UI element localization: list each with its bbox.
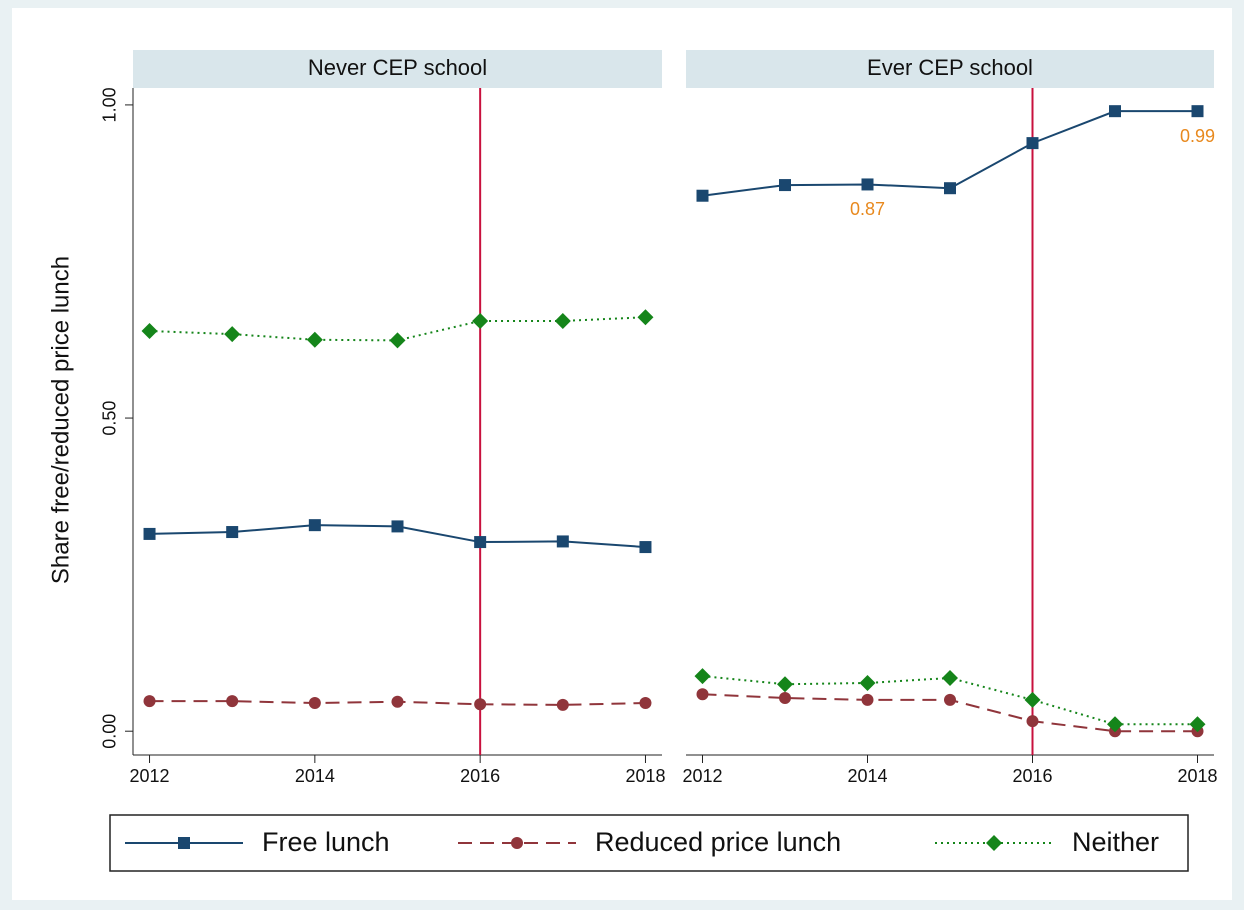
legend-label: Reduced price lunch [595,827,841,857]
marker [308,697,321,710]
x-tick-label: 2012 [682,766,722,786]
legend-label: Neither [1072,827,1159,857]
y-tick-label: 1.00 [100,87,120,122]
marker [1026,137,1039,150]
marker [861,178,874,191]
marker [391,520,404,533]
marker [859,674,876,691]
panel-header [133,50,662,88]
marker [1024,691,1041,708]
marker [942,669,958,686]
x-tick-label: 2018 [625,766,665,786]
y-axis-label: Share free/reduced price lunch [47,256,74,584]
marker [308,519,321,532]
legend-marker [178,837,190,849]
marker [556,698,569,711]
marker [1107,716,1123,733]
data-label: 0.99 [1180,126,1215,146]
marker [639,697,652,710]
panel-header [686,50,1214,88]
marker [143,527,156,540]
legend-label: Free lunch [262,827,390,857]
marker [779,179,791,192]
marker [696,189,709,202]
x-tick-label: 2016 [1012,766,1052,786]
marker [861,693,874,706]
panel-title: Ever CEP school [867,55,1033,80]
marker [141,323,158,340]
marker [696,688,709,701]
marker [944,182,956,195]
panel-title: Never CEP school [308,55,487,80]
marker [226,695,239,708]
marker [472,312,489,329]
marker [1189,716,1206,733]
marker [556,535,569,548]
x-tick-label: 2014 [847,766,887,786]
marker [1026,715,1039,728]
marker [1109,105,1121,118]
marker [474,536,487,549]
marker [779,692,791,705]
y-tick-label: 0.00 [100,714,120,749]
marker [474,698,487,711]
x-tick-label: 2018 [1177,766,1217,786]
x-tick-label: 2016 [460,766,500,786]
marker [226,526,239,539]
marker [694,668,711,685]
marker [389,332,406,349]
plot-background [12,8,1232,900]
marker [554,312,571,329]
x-tick-label: 2012 [130,766,170,786]
marker [306,331,323,348]
marker [1191,105,1204,118]
marker [944,693,956,706]
marker [777,676,793,693]
legend-marker [511,837,523,849]
x-tick-label: 2014 [295,766,335,786]
marker [224,326,241,343]
marker [637,309,654,326]
y-tick-label: 0.50 [100,401,120,436]
marker [639,541,652,554]
marker [143,695,156,708]
legend-marker [986,835,1002,851]
marker [391,695,404,708]
data-label: 0.87 [850,199,885,219]
